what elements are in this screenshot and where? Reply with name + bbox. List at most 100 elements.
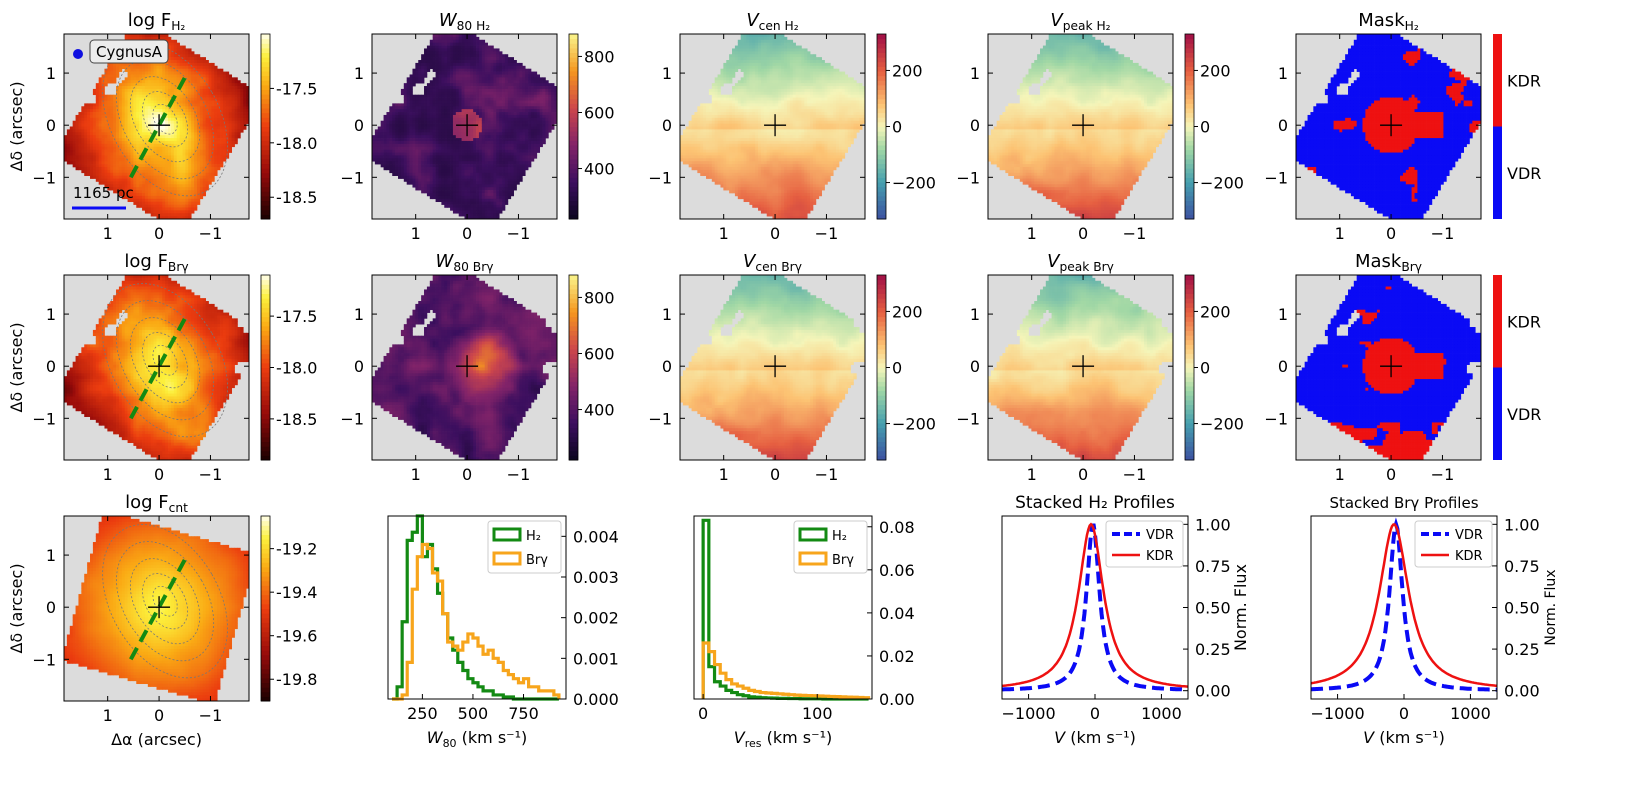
map-pixel: [107, 167, 110, 170]
map-pixel: [96, 89, 99, 92]
map-pixel: [157, 173, 160, 176]
map-pixel: [122, 144, 125, 147]
map-pixel: [136, 135, 139, 138]
map-pixel: [104, 155, 107, 158]
map-pixel: [90, 115, 93, 118]
map-pixel: [87, 164, 90, 167]
map-pixel: [154, 83, 157, 86]
map-pixel: [87, 135, 90, 138]
map-pixel: [110, 95, 113, 98]
map-pixel: [116, 179, 119, 182]
map-pixel: [139, 132, 142, 135]
map-pixel: [87, 141, 90, 144]
map-pixel: [70, 127, 73, 130]
map-pixel: [139, 124, 142, 127]
map-pixel: [113, 66, 116, 69]
map-pixel: [104, 176, 107, 179]
map-pixel: [99, 167, 102, 170]
map-pixel: [139, 83, 142, 86]
map-pixel: [157, 147, 160, 150]
map-pixel: [70, 150, 73, 153]
map-pixel: [96, 150, 99, 153]
map-pixel: [125, 150, 128, 153]
map-pixel: [159, 167, 162, 170]
map-pixel: [107, 80, 110, 83]
map-pixel: [104, 74, 107, 77]
map-pixel: [119, 92, 122, 95]
map-pixel: [76, 135, 79, 138]
map-pixel: [125, 138, 128, 141]
map-pixel: [113, 124, 116, 127]
map-pixel: [145, 173, 148, 176]
map-pixel: [142, 187, 145, 190]
map-pixel: [157, 86, 160, 89]
map-pixel: [99, 179, 102, 182]
map-pixel: [142, 196, 145, 199]
map-pixel: [136, 69, 139, 72]
map-pixel: [157, 144, 160, 147]
map-pixel: [148, 100, 151, 103]
map-pixel: [113, 132, 116, 135]
map-pixel: [142, 207, 145, 210]
map-pixel: [151, 213, 154, 216]
map-pixel: [87, 127, 90, 130]
map-pixel: [96, 129, 99, 132]
map-pixel: [70, 129, 73, 132]
map-pixel: [128, 147, 131, 150]
map-pixel: [67, 155, 70, 158]
map-pixel: [136, 161, 139, 164]
map-pixel: [93, 103, 96, 106]
map-pixel: [130, 127, 133, 130]
map-pixel: [130, 66, 133, 69]
map-pixel: [119, 127, 122, 130]
map-pixel: [90, 158, 93, 161]
map-pixel: [99, 173, 102, 176]
map-pixel: [107, 112, 110, 115]
map-pixel: [148, 199, 151, 202]
map-pixel: [84, 144, 87, 147]
map-pixel: [122, 164, 125, 167]
map-pixel: [157, 202, 160, 205]
map-pixel: [125, 176, 128, 179]
map-pixel: [99, 124, 102, 127]
map-pixel: [104, 179, 107, 182]
map-pixel: [102, 86, 105, 89]
map-pixel: [93, 129, 96, 132]
map-pixel: [96, 164, 99, 167]
map-pixel: [93, 109, 96, 112]
map-pixel: [157, 100, 160, 103]
map-pixel: [128, 118, 131, 121]
map-pixel: [148, 106, 151, 109]
map-pixel: [154, 109, 157, 112]
map-pixel: [96, 155, 99, 158]
map-pixel: [151, 80, 154, 83]
map-pixel: [102, 147, 105, 150]
map-pixel: [125, 144, 128, 147]
map-pixel: [145, 112, 148, 115]
map-pixel: [96, 86, 99, 89]
map-pixel: [154, 202, 157, 205]
map-pixel: [136, 184, 139, 187]
map-pixel: [133, 118, 136, 121]
map-pixel: [159, 135, 162, 138]
map-pixel: [107, 179, 110, 182]
map-pixel: [125, 147, 128, 150]
map-pixel: [73, 155, 76, 158]
map-pixel: [73, 141, 76, 144]
map-pixel: [148, 207, 151, 210]
map-pixel: [96, 121, 99, 124]
map-pixel: [136, 112, 139, 115]
map-pixel: [157, 210, 160, 213]
map-pixel: [125, 164, 128, 167]
map-pixel: [125, 77, 128, 80]
map-pixel: [116, 161, 119, 164]
map-pixel: [159, 66, 162, 69]
map-pixel: [76, 150, 79, 153]
map-pixel: [159, 95, 162, 98]
map-pixel: [133, 193, 136, 196]
map-pixel: [136, 193, 139, 196]
map-pixel: [104, 95, 107, 98]
map-pixel: [122, 80, 125, 83]
map-pixel: [128, 179, 131, 182]
map-pixel: [81, 115, 84, 118]
